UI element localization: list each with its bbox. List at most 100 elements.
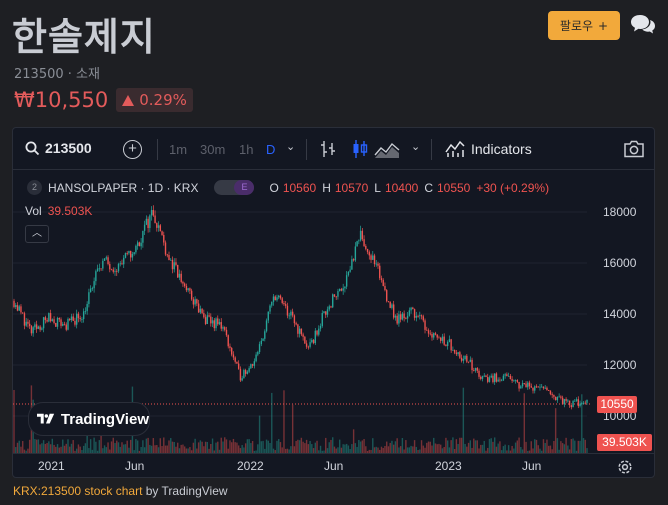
volume-bar [539,448,541,453]
volume-bar [217,441,219,453]
volume-bar [424,447,426,453]
volume-bar [319,445,322,453]
chart-legend: 2 HANSOLPAPER · 1D · KRX E O 10560 H 10570… [27,180,551,195]
volume-bar [563,444,566,453]
candle-body [89,288,92,293]
candles-chart-type-icon[interactable] [350,139,370,159]
low-key: L [374,180,381,195]
candle-body [372,255,374,260]
candle-body [356,241,358,247]
candle-body [523,383,526,384]
camera-icon[interactable] [623,140,645,158]
candle-body [13,300,15,308]
candle-body [466,355,468,362]
candle-body [27,321,29,324]
last-price-tag: 10550 [597,396,637,413]
bar-chart-type-icon[interactable] [318,139,338,159]
candle-body [159,225,161,232]
candle-body [248,368,250,372]
volume-bar [232,438,235,453]
symbol-search[interactable]: 213500 [25,140,92,156]
candle-body [109,264,111,270]
volume-bar [554,408,557,453]
chevron-down-icon[interactable]: ⌄ [411,141,421,153]
volume-bar [234,442,236,453]
candle-body [49,313,52,322]
volume-bar [253,450,256,453]
chevron-down-icon[interactable]: ⌄ [286,141,296,153]
candle-body [286,305,289,316]
volume-bar [182,444,184,453]
candle-body [237,363,240,369]
change-percent: 0.29% [139,91,187,109]
volume-bar [546,439,548,453]
indicators-button[interactable]: Indicators [445,140,532,158]
area-chart-type-icon[interactable] [374,139,400,159]
interval-1m[interactable]: 1m [169,142,188,157]
candle-body [16,305,19,311]
volume-bar [302,441,304,453]
volume-bar [401,437,404,453]
candle-body [103,258,106,261]
gear-icon[interactable] [617,459,633,475]
compare-add-button[interactable]: + [123,140,142,159]
volume-bar [356,446,358,453]
candle-body [347,271,350,276]
candle-body [471,359,473,371]
candle-body [352,259,355,261]
ohlc-values: O 10560 H 10570 L 10400 C 10550 +30 (+0.29%) [269,181,551,195]
candle-body [72,316,74,321]
volume-bar [438,443,440,453]
follow-button[interactable]: 팔로우 + [548,11,620,40]
volume-bar [190,450,193,453]
collapse-legend-button[interactable]: ︿ [25,225,49,243]
volume-bar [16,442,19,453]
candle-body [366,248,369,253]
volume-bar [119,446,121,453]
volume-bar [579,440,581,453]
volume-bar [136,440,139,453]
time-axis[interactable]: 2021 Jun 2022 Jun 2023 Jun [13,453,654,477]
chat-icon[interactable] [630,12,656,36]
volume-bar [500,450,503,453]
candle-body [530,386,532,388]
interval-1h[interactable]: 1h [239,142,254,157]
stock-chart-link[interactable]: KRX:213500 stock chart [13,484,143,498]
y-tick: 18000 [603,205,637,219]
volume-bar [405,440,407,453]
candle-body [147,218,149,228]
candle-body [215,318,217,329]
volume-bar [123,444,125,453]
interval-d[interactable]: D [266,142,276,157]
volume-bar [281,447,283,453]
tradingview-logo[interactable]: TradingView [28,402,150,436]
candle-body [293,315,296,324]
candle-body [177,264,179,278]
event-toggle[interactable]: E [214,180,255,195]
candle-body [161,231,163,235]
volume-bar [65,443,67,453]
candle-body [567,400,569,402]
volume-bar [163,437,165,453]
interval-30m[interactable]: 30m [200,142,226,157]
candle-body [63,323,66,325]
indicators-icon [445,140,465,157]
candle-body [265,320,268,332]
candle-body [15,305,17,308]
volume-bar [429,441,431,453]
volume-bar [271,392,273,453]
volume-bar [325,437,327,453]
volume-bar [358,439,360,453]
volume-bar [105,447,108,453]
volume-bar [96,450,99,453]
volume-bar [311,444,313,453]
toggle-knob: E [234,180,255,195]
candle-body [554,396,557,401]
candle-body [218,322,221,325]
candle-body [452,349,454,351]
candle-body [490,375,492,378]
candle-body [438,337,440,339]
volume-bar [514,442,517,453]
volume-bar [75,448,78,453]
volume-bar [290,446,292,453]
